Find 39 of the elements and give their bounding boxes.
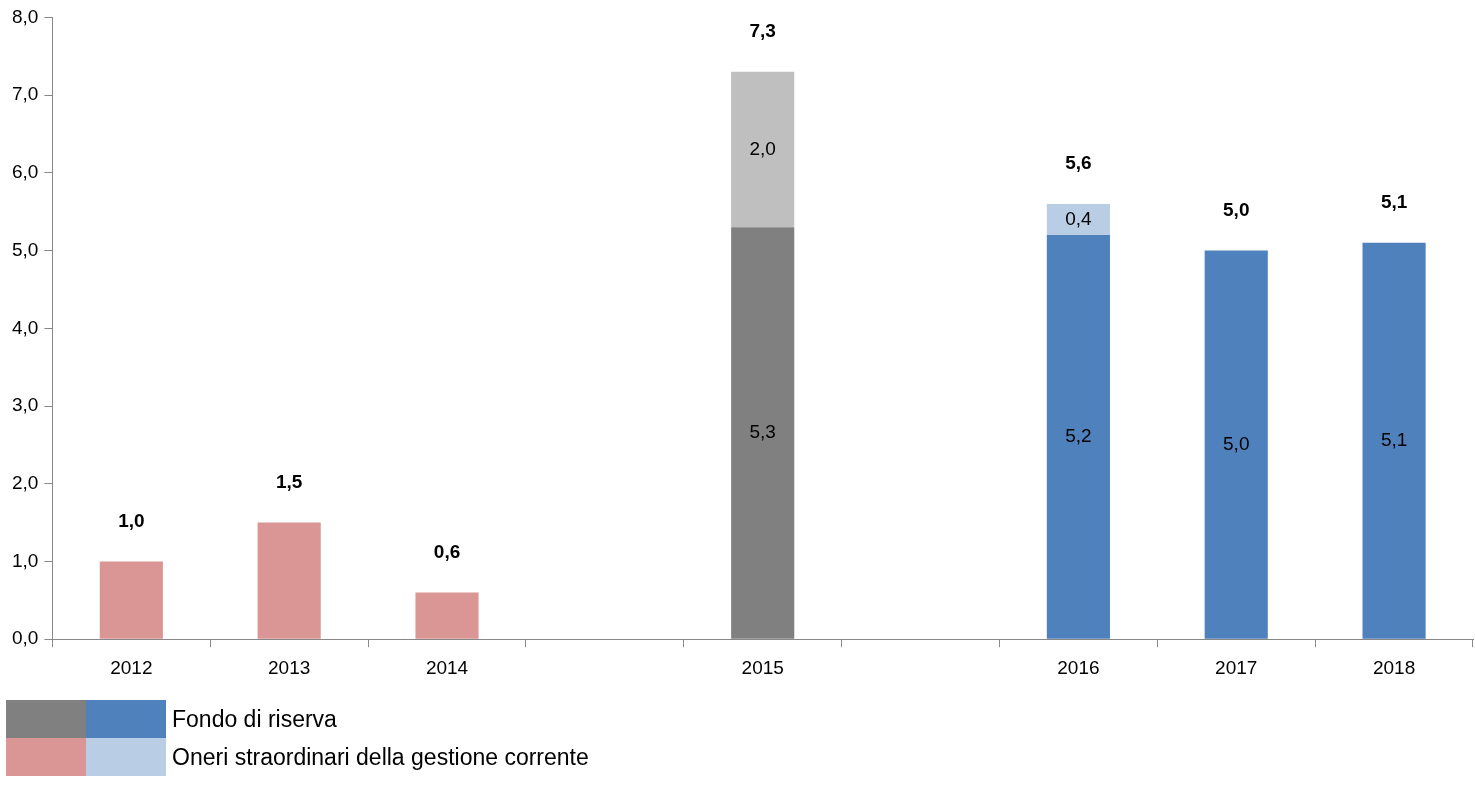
bar [257,522,321,639]
total-label: 7,3 [749,20,776,42]
y-tick-label: 6,0 [11,161,39,183]
data-label: 0,4 [1065,207,1093,229]
y-tick-label: 0,0 [11,627,39,649]
total-label: 1,0 [118,509,145,531]
data-label: 2,0 [749,137,776,159]
y-tick-label: 7,0 [11,83,39,105]
data-label: 5,3 [749,421,776,443]
y-tick-label: 2,0 [11,471,39,493]
legend-label: Fondo di riserva [172,705,337,733]
y-tick-label: 1,0 [11,549,39,571]
total-label: 1,5 [275,470,303,492]
bar [415,592,479,639]
data-label: 5,1 [1380,428,1408,450]
x-tick-label: 2014 [425,656,469,678]
total-label: 5,1 [1380,191,1408,213]
x-tick-label: 2013 [268,656,311,678]
legend-label: Oneri straordinari della gestione corrente [172,743,589,771]
x-tick-label: 2015 [741,656,784,678]
y-tick-label: 8,0 [11,5,39,27]
x-tick-label: 2016 [1057,656,1100,678]
bar [99,561,163,639]
bar [1046,235,1110,639]
data-label: 5,0 [1223,432,1250,454]
x-tick-label: 2018 [1372,656,1416,678]
bar [1046,203,1110,236]
bar [1204,250,1268,639]
y-tick-label: 3,0 [11,394,39,416]
y-tick-label: 4,0 [11,316,39,338]
total-label: 5,6 [1065,152,1092,174]
x-tick-label: 2012 [110,656,153,678]
total-label: 5,0 [1223,198,1250,220]
y-tick-label: 5,0 [11,238,39,260]
bar [1362,242,1426,639]
x-tick-label: 2017 [1215,656,1258,678]
data-label: 5,2 [1065,425,1092,447]
bar [731,71,795,228]
total-label: 0,6 [433,540,461,562]
